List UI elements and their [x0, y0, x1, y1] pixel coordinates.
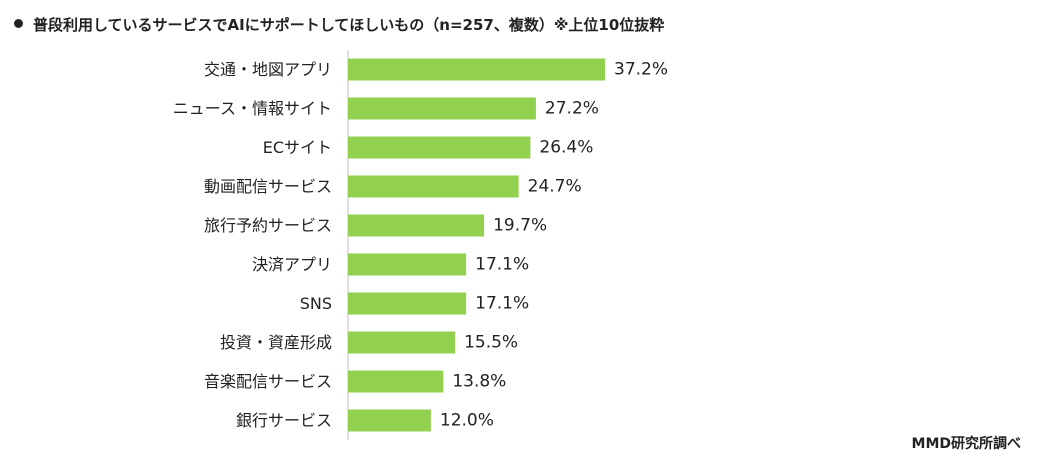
bar — [348, 409, 431, 432]
category-label: 音楽配信サービス — [204, 372, 332, 391]
category-label: 交通・地図アプリ — [204, 60, 332, 79]
bar — [348, 214, 485, 237]
bar — [348, 175, 519, 198]
bar — [348, 253, 467, 276]
category-label: 決済アプリ — [252, 255, 332, 274]
data-label: 12.0% — [440, 411, 494, 431]
bullet-icon — [14, 19, 23, 28]
data-label: 26.4% — [539, 138, 593, 158]
category-label: 旅行予約サービス — [204, 216, 332, 235]
data-label: 24.7% — [528, 177, 582, 197]
bar — [348, 136, 531, 159]
bar — [348, 331, 456, 354]
data-label: 19.7% — [493, 216, 547, 236]
bar — [348, 292, 467, 315]
data-label: 27.2% — [545, 99, 599, 119]
chart-title-text: 普段利用しているサービスでAIにサポートしてほしいもの（n=257、複数）※上位… — [33, 16, 665, 34]
bar — [348, 58, 605, 81]
data-label: 37.2% — [614, 60, 668, 80]
category-label: 銀行サービス — [236, 411, 332, 430]
data-label: 17.1% — [475, 294, 529, 314]
source-note: MMD研究所調べ — [911, 436, 1021, 452]
chart-title: 普段利用しているサービスでAIにサポートしてほしいもの（n=257、複数）※上位… — [14, 14, 664, 35]
bar — [348, 370, 444, 393]
bar — [348, 97, 536, 120]
category-label: 動画配信サービス — [204, 177, 332, 196]
data-label: 17.1% — [475, 255, 529, 275]
category-label: ニュース・情報サイト — [173, 99, 332, 118]
data-label: 13.8% — [452, 372, 506, 392]
data-label: 15.5% — [464, 333, 518, 353]
category-label: SNS — [300, 294, 332, 313]
category-label: ECサイト — [263, 138, 332, 157]
category-label: 投資・資産形成 — [220, 333, 332, 352]
